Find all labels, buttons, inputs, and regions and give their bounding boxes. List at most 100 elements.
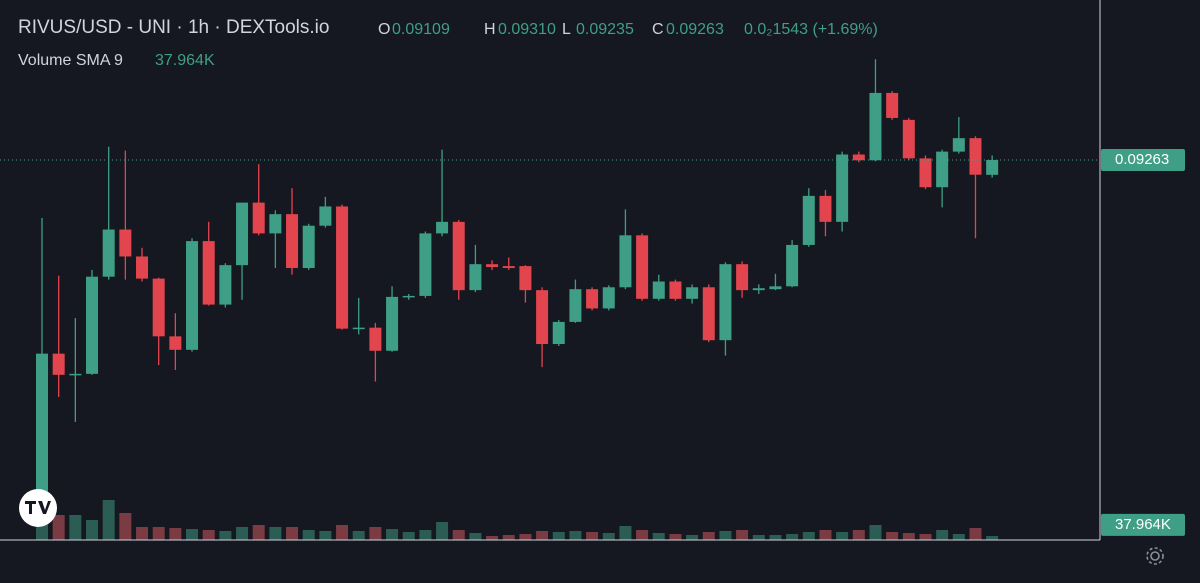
volume-bar — [336, 525, 349, 540]
ohlc-key: H — [484, 21, 496, 38]
candle-body — [802, 195, 815, 245]
candle-body — [469, 264, 482, 291]
volume-bar — [952, 534, 965, 540]
volume-bar — [669, 534, 682, 540]
volume-bar — [436, 522, 449, 540]
candle-body — [302, 225, 315, 269]
candle-body — [569, 289, 582, 322]
volume-bar — [802, 532, 815, 540]
candle-body — [869, 92, 882, 161]
candle-body — [986, 159, 999, 175]
candle-body — [952, 138, 965, 152]
candle-body — [969, 138, 982, 175]
volume-legend-name: Volume SMA 9 — [18, 52, 123, 69]
candle-body — [436, 221, 449, 234]
volume-bar — [786, 534, 799, 540]
candle-body — [769, 286, 782, 290]
volume-bar — [519, 534, 532, 540]
candle-body — [902, 119, 915, 159]
volume-legend-value: 37.964K — [155, 52, 215, 69]
volume-bar — [252, 525, 265, 540]
candle-body — [186, 241, 199, 350]
candle-body — [486, 264, 499, 268]
volume-bar — [236, 527, 249, 540]
volume-bar — [719, 531, 732, 540]
candle-body — [686, 287, 699, 299]
candle-body — [586, 289, 599, 309]
gear-center — [1150, 551, 1160, 561]
candle-body — [719, 264, 732, 341]
candle-body — [836, 154, 849, 222]
volume-bar — [152, 527, 165, 540]
volume-bar — [102, 500, 115, 540]
candle-body — [102, 229, 115, 277]
labels: 0.09263 37.964K RIVUS/USD - UNI · 1h · DEX… — [18, 17, 1185, 536]
candle-body — [636, 235, 649, 299]
volume-bar — [402, 532, 415, 540]
volume-bar — [186, 529, 199, 540]
candle-body — [702, 287, 715, 341]
volume-sma-badge — [1101, 513, 1185, 536]
candle-body — [919, 158, 932, 188]
change-label: 0.0₂1543 (+1.69%) — [744, 21, 878, 38]
volume-bar — [119, 513, 132, 540]
chart-title: RIVUS/USD - UNI · 1h · DEXTools.io — [18, 17, 329, 38]
ohlc-value: 0.09109 — [392, 21, 450, 38]
candle-body — [536, 290, 549, 345]
volume-bar — [219, 531, 232, 540]
volume-bar — [902, 533, 915, 540]
candle-body — [619, 235, 632, 288]
candle-body — [152, 278, 165, 337]
volume-bar — [652, 533, 665, 540]
volume-bar — [269, 527, 282, 540]
candle-body — [286, 214, 299, 269]
candle-body — [236, 202, 249, 266]
candle-body — [252, 202, 265, 234]
ohlc-value: 0.09310 — [498, 21, 556, 38]
candle-body — [669, 281, 682, 299]
plot — [0, 59, 1100, 540]
volume-bar — [386, 529, 399, 540]
candle-body — [202, 241, 215, 305]
volume-bar — [702, 532, 715, 540]
logo-circle — [19, 489, 57, 527]
candle-body — [269, 214, 282, 234]
volume-bar — [502, 535, 515, 540]
candle-body — [752, 288, 765, 291]
candle-body — [819, 195, 832, 222]
volume-bar — [819, 530, 832, 540]
volume-bar — [52, 515, 65, 540]
candle-body — [502, 266, 515, 269]
volume-bar — [486, 536, 499, 540]
candle-body — [886, 92, 899, 118]
candle-body — [936, 151, 949, 188]
volume-bar — [86, 520, 99, 540]
volume-bar — [686, 535, 699, 540]
candle-body — [519, 266, 532, 291]
volume-bar — [602, 533, 615, 540]
volume-bar — [836, 532, 849, 540]
volume-bar — [736, 530, 749, 540]
volume-bar — [286, 527, 299, 540]
candle-body — [52, 353, 65, 375]
gear-teeth — [1146, 547, 1164, 565]
volume-bar — [352, 531, 365, 540]
candle-body — [786, 244, 799, 287]
volume-bar — [852, 530, 865, 540]
volume-bar — [69, 515, 82, 540]
candle-body — [369, 327, 382, 351]
candle-body — [419, 233, 432, 296]
volume-bar — [936, 530, 949, 540]
candle-body — [319, 206, 332, 226]
volume-bar — [552, 532, 565, 540]
candle-body — [169, 336, 182, 350]
candle-body — [119, 229, 132, 257]
candle-body — [336, 206, 349, 329]
volume-bar — [452, 530, 465, 540]
settings-icon[interactable] — [1146, 547, 1164, 565]
logo-glyph — [25, 501, 51, 514]
volume-bar — [869, 525, 882, 540]
volume-bar — [986, 536, 999, 540]
volume-bar — [302, 530, 315, 540]
